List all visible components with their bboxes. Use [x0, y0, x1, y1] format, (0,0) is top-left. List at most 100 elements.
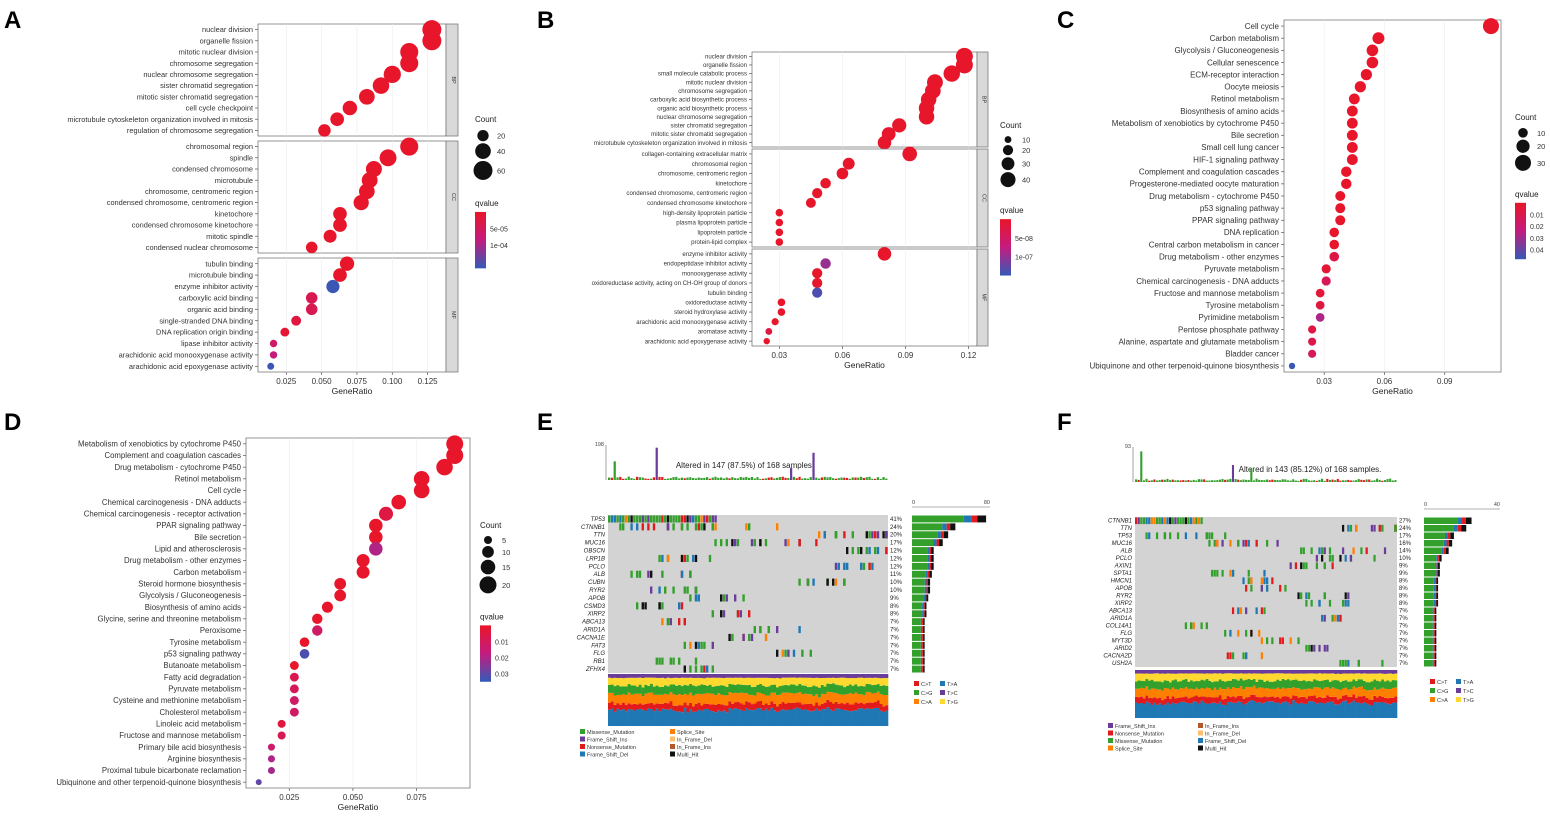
enrichment-dot [413, 482, 430, 499]
mutation-cell [692, 515, 695, 523]
qvalue-colorbar-segment [475, 235, 486, 239]
qvalue-colorbar-segment [480, 665, 491, 668]
gene-bar-segment [912, 618, 921, 626]
tmb-bar [717, 477, 720, 480]
titv-bar-segment [826, 699, 830, 708]
titv-bar-segment [1195, 701, 1199, 718]
gene-bar-segment [1436, 592, 1439, 599]
mutation-cell [661, 570, 664, 578]
qvalue-colorbar-segment [1000, 219, 1011, 222]
mutation-cell [1373, 524, 1376, 532]
qvalue-colorbar-segment [1000, 239, 1011, 242]
titv-bar-segment [1370, 681, 1374, 691]
titv-bar-segment [1331, 687, 1335, 697]
titv-bar-segment [652, 674, 656, 678]
titv-bar-segment [1383, 702, 1387, 718]
mutation-cell [1263, 569, 1266, 577]
tmb-bar [874, 478, 877, 480]
titv-bar-segment [1381, 670, 1385, 674]
mutation-cell [781, 649, 784, 657]
titv-bar-segment [778, 686, 782, 695]
titv-bar-segment [1218, 679, 1222, 688]
tmb-bar [1247, 479, 1250, 482]
titv-bar-segment [1247, 701, 1251, 718]
tmb-bar [826, 477, 829, 480]
titv-bar-segment [1234, 702, 1238, 718]
titv-bar-segment [1263, 696, 1267, 703]
titv-bar-segment [610, 708, 614, 726]
titv-bar-segment [812, 685, 816, 696]
mutation-cell [876, 531, 880, 539]
tmb-bar [1310, 480, 1313, 482]
titv-bar-segment [1357, 696, 1361, 703]
titv-bar-segment [647, 692, 651, 704]
mutation-cell [1328, 554, 1332, 562]
titv-bar-segment [1286, 702, 1290, 718]
titv-bar-segment [1255, 688, 1259, 697]
term-label: nuclear division [202, 25, 253, 34]
tmb-bar [1284, 479, 1287, 482]
titv-bar-segment [644, 703, 648, 711]
titv-bar-segment [633, 710, 637, 726]
titv-bar-segment [700, 674, 704, 679]
tmb-bar [1237, 479, 1240, 482]
titv-bar-segment [1313, 701, 1317, 718]
enrichment-dot [812, 268, 823, 279]
titv-bar-segment [792, 677, 796, 685]
tmb-bar [1289, 480, 1292, 482]
qvalue-colorbar-segment [1000, 223, 1011, 226]
titv-bar-segment [1176, 681, 1180, 690]
titv-bar-segment [1281, 678, 1285, 688]
titv-bar-segment [1250, 673, 1254, 680]
mutation-cell [689, 641, 692, 649]
mutation-cell [1190, 622, 1193, 630]
enrichment-dot [877, 135, 892, 150]
count-legend-dot [1004, 136, 1012, 143]
gene-bar-segment [920, 634, 923, 641]
titv-bar-segment [1234, 679, 1238, 689]
qvalue-colorbar-segment [480, 641, 491, 644]
mutation-cell [1231, 569, 1235, 577]
titv-bar-segment [1171, 673, 1175, 681]
gene-label: AXIN1 [1114, 564, 1132, 570]
gene-bar-segment [1435, 600, 1437, 607]
titv-bar-segment [812, 677, 816, 686]
enrichment-dot [280, 327, 290, 337]
gene-bar-segment [923, 626, 925, 633]
titv-bar-segment [1347, 697, 1351, 704]
gene-label: ALB [593, 572, 605, 578]
titv-bar-segment [1221, 673, 1225, 681]
titv-bar-segment [1174, 673, 1178, 680]
tmb-bar [1268, 480, 1271, 482]
titv-bar-segment [1315, 673, 1319, 681]
titv-bar-segment [1171, 680, 1175, 688]
titv-bar-segment [792, 684, 796, 694]
titv-bar-segment [736, 693, 740, 702]
count-legend-dot [1515, 154, 1531, 171]
titv-bar-segment [652, 711, 656, 726]
titv-bar-segment [714, 686, 718, 696]
titv-bar-segment [1203, 680, 1207, 689]
tmb-bar [764, 478, 768, 480]
titv-legend-label: T>A [1463, 680, 1474, 686]
titv-bar-segment [1158, 703, 1162, 718]
mutation-cell [638, 515, 642, 523]
titv-bar-segment [1286, 696, 1290, 703]
mutation-cell [1161, 517, 1164, 525]
gene-bar-segment [1435, 562, 1437, 569]
gene-bar-segment [1437, 570, 1440, 577]
titv-bar-segment [1289, 670, 1293, 674]
facet-strip [976, 51, 989, 148]
term-label: arachidonic acid monooxygenase activity [636, 319, 748, 326]
mutation-cell [862, 562, 866, 570]
titv-bar-segment [669, 674, 673, 679]
titv-bar-segment [1203, 673, 1207, 681]
facet-frame [245, 437, 471, 789]
mutation-cell [627, 515, 630, 523]
count-legend-dot [482, 546, 494, 558]
gene-bar-segment [912, 626, 921, 633]
titv-bar-segment [790, 677, 794, 685]
variant-legend-swatch [580, 736, 585, 742]
gene-bar-segment [923, 665, 925, 673]
term-label: Arginine biosynthesis [167, 755, 241, 764]
